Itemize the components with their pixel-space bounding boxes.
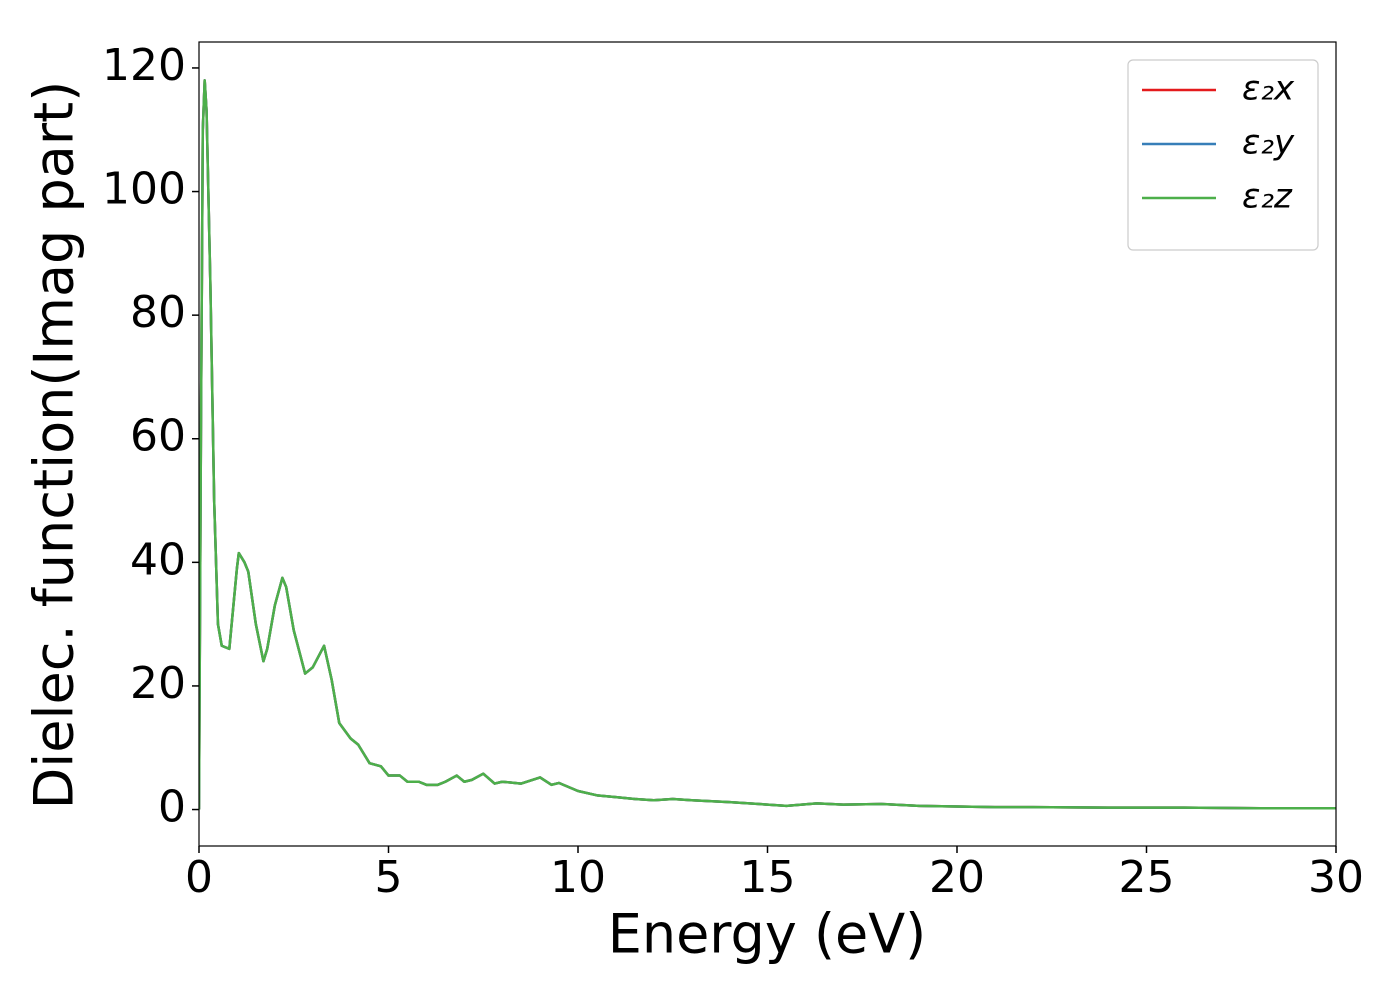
x-tick-label: 30 [1308, 852, 1364, 903]
y-tick-label: 80 [130, 287, 186, 338]
x-tick-label: 20 [929, 852, 985, 903]
plot-frame [198, 41, 1337, 847]
y-tick-label: 40 [130, 534, 186, 585]
x-tick-label: 5 [375, 852, 403, 903]
x-tick-label: 0 [185, 852, 213, 903]
legend-label: ε₂y [1242, 123, 1295, 163]
y-tick-label: 0 [158, 782, 186, 833]
legend-label: ε₂x [1242, 69, 1295, 109]
y-tick-label: 100 [102, 164, 186, 215]
series-line [199, 79, 1336, 810]
x-axis-label: Energy (eV) [608, 903, 927, 966]
y-tick-label: 20 [130, 658, 186, 709]
y-axis-label: Dielec. function(Imag part) [23, 81, 86, 810]
x-tick-label: 10 [550, 852, 606, 903]
x-tick-label: 25 [1119, 852, 1175, 903]
x-tick-label: 15 [740, 852, 796, 903]
legend-box [1127, 59, 1319, 251]
legend-label: ε₂z [1242, 177, 1293, 217]
y-tick-label: 60 [130, 411, 186, 462]
y-tick-label: 120 [102, 40, 186, 91]
